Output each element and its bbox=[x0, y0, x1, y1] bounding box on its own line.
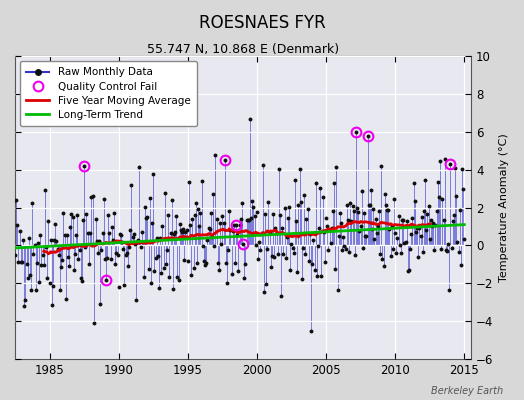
Title: 55.747 N, 10.868 E (Denmark): 55.747 N, 10.868 E (Denmark) bbox=[147, 43, 339, 56]
Y-axis label: Temperature Anomaly (°C): Temperature Anomaly (°C) bbox=[499, 133, 509, 282]
Text: Berkeley Earth: Berkeley Earth bbox=[431, 386, 503, 396]
Legend: Raw Monthly Data, Quality Control Fail, Five Year Moving Average, Long-Term Tren: Raw Monthly Data, Quality Control Fail, … bbox=[20, 61, 197, 126]
Text: ROESNAES FYR: ROESNAES FYR bbox=[199, 14, 325, 32]
